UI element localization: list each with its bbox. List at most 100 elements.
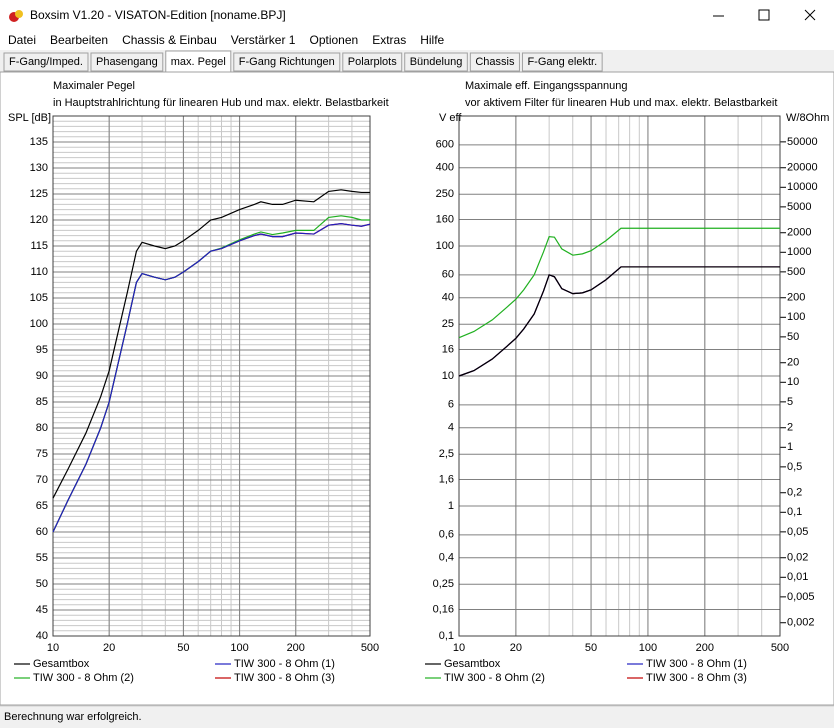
tab[interactable] [342,52,403,72]
legend-label: TIW 300 - 8 Ohm (2) [444,672,545,684]
y-tick-label: 95 [36,344,48,356]
y-tick-label: 115 [30,240,48,252]
y-tick-label: 80 [36,422,48,434]
y2-tick-label: 50000 [787,136,818,148]
y-tick-label: 1 [448,500,454,512]
y2-tick-label: 1 [787,441,793,453]
tab-label[interactable]: Polarplots [348,56,397,68]
y2-tick-label: 0,02 [787,552,808,564]
tab[interactable] [469,52,520,72]
y-tick-label: 4 [448,422,454,434]
status-text: Berechnung war erfolgreich. [4,711,142,723]
tab-label[interactable]: max. Pegel [171,56,226,68]
series-line [458,266,780,377]
y-tick-label: 0,1 [439,630,454,642]
y2-tick-label: 0,05 [787,526,808,538]
menu-item[interactable]: Chassis & Einbau [122,33,217,47]
y-tick-label: 40 [36,630,48,642]
x-tick-label: 100 [639,642,657,654]
legend-label: TIW 300 - 8 Ohm (1) [646,658,747,670]
window-title: Boxsim V1.20 - VISATON-Edition [noname.B… [30,8,286,22]
y2-tick-label: 100 [787,311,805,323]
y-tick-label: 400 [436,162,454,174]
x-tick-label: 50 [585,642,597,654]
y-tick-label: 55 [36,552,48,564]
tab-label[interactable]: Chassis [475,56,515,68]
series-line [458,227,780,339]
y2-tick-label: 0,01 [787,571,808,583]
maximize-button[interactable] [758,9,770,21]
y-tick-label: 100 [436,240,454,252]
y2-tick-label: 20000 [787,162,818,174]
y-tick-label: 40 [442,292,454,304]
tab-label[interactable]: Bündelung [410,56,463,68]
menu-item[interactable]: Extras [372,33,406,47]
y-tick-label: 120 [30,214,48,226]
y-tick-label: 110 [30,266,48,278]
y-tick-label: 160 [436,213,454,225]
tab[interactable] [3,52,89,72]
menu-item[interactable]: Optionen [309,33,358,47]
close-button[interactable] [804,9,816,21]
y2-tick-label: 2000 [787,227,811,239]
y2-tick-label: 0,5 [787,461,802,473]
y-tick-label: 90 [36,370,48,382]
plot-frame [52,115,371,637]
y2-tick-label: 500 [787,266,805,278]
tab[interactable] [233,52,341,72]
tab[interactable] [90,52,164,72]
y-tick-label: 70 [36,474,48,486]
legend-label: TIW 300 - 8 Ohm (2) [33,672,134,684]
tab-label[interactable]: F-Gang Richtungen [239,56,335,68]
y-tick-label: 600 [436,139,454,151]
tab-label[interactable]: F-Gang elektr. [527,56,597,68]
menu-item[interactable]: Bearbeiten [50,33,108,47]
series-line [52,189,370,499]
y2-tick-label: 200 [787,292,805,304]
x-tick-label: 20 [510,642,522,654]
tab-label[interactable]: F-Gang/Imped. [9,56,83,68]
chart-title: Maximaler Pegel [53,80,135,92]
title-bar [0,0,834,30]
tab[interactable] [165,50,232,73]
tab[interactable] [521,52,603,72]
legend-label: TIW 300 - 8 Ohm (1) [234,658,335,670]
menu-item[interactable]: Datei [8,33,36,47]
y2-tick-label: 5000 [787,201,811,213]
y-tick-label: 85 [36,396,48,408]
y-tick-label: 75 [36,448,48,460]
y-tick-label: 60 [442,269,454,281]
x-tick-label: 500 [771,642,789,654]
tab-label[interactable]: Phasengang [96,56,158,68]
y2-tick-label: 2 [787,422,793,434]
y-tick-label: 25 [442,318,454,330]
menu-item[interactable]: Hilfe [420,33,444,47]
chart-title: Maximale eff. Eingangsspannung [465,80,627,92]
legend-label: Gesamtbox [33,658,90,670]
legend-label: Gesamtbox [444,658,501,670]
y2-tick-label: 5 [787,396,793,408]
y-tick-label: 0,16 [433,603,454,615]
y2-tick-label: 50 [787,331,799,343]
y2-tick-label: 0,002 [787,617,815,629]
y-tick-label: 0,6 [439,529,454,541]
y-tick-label: 135 [30,136,48,148]
series-line [52,223,371,533]
y2-tick-label: 0,1 [787,506,802,518]
y-axis-label: SPL [dB] [8,112,51,124]
y2-axis-label: W/8Ohm [786,112,829,124]
x-tick-label: 200 [696,642,714,654]
y-tick-label: 2,5 [439,448,454,460]
y-tick-label: 125 [30,188,48,200]
app-icon-part [15,10,23,18]
y2-tick-label: 1000 [787,246,811,258]
tab[interactable] [404,52,468,72]
legend-label: TIW 300 - 8 Ohm (3) [646,672,747,684]
menu-item[interactable]: Verstärker 1 [231,33,296,47]
y-tick-label: 65 [36,500,48,512]
x-tick-label: 50 [177,642,189,654]
y-tick-label: 130 [30,162,48,174]
y-tick-label: 45 [36,604,48,616]
y-tick-label: 0,25 [433,578,454,590]
